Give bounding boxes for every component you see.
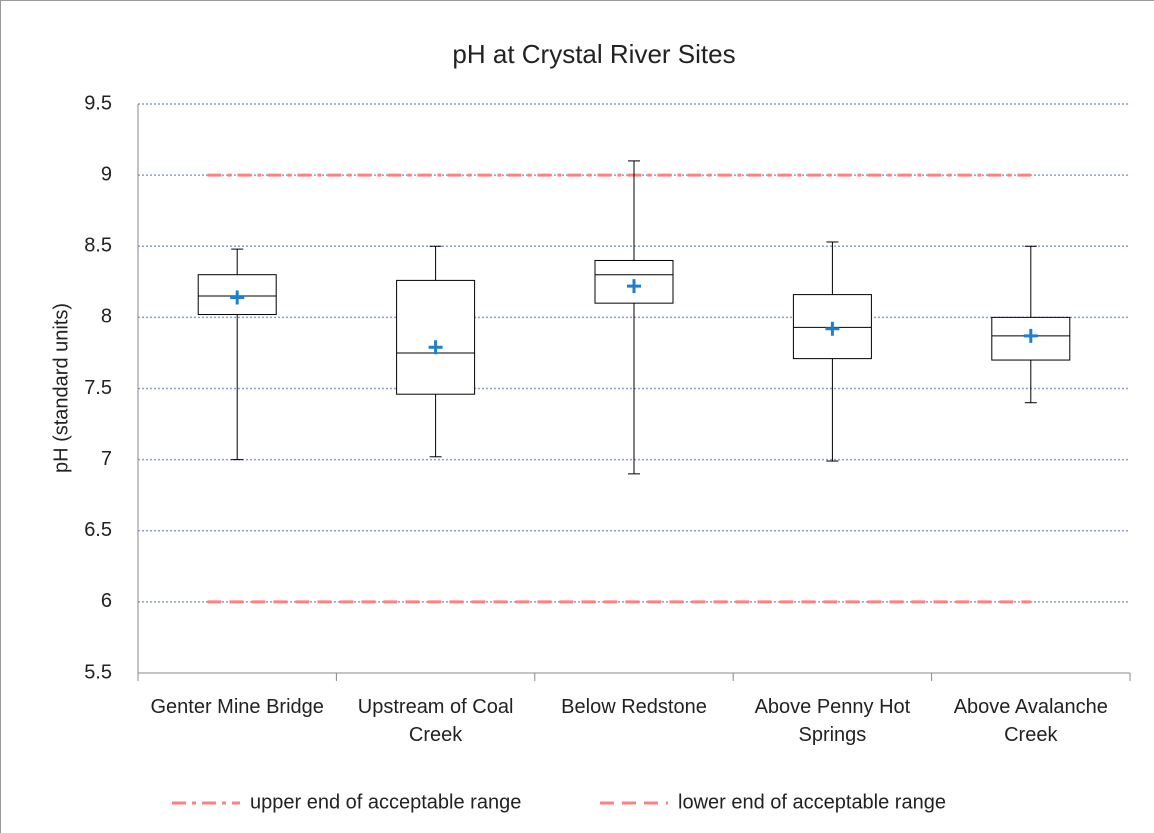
y-tick-label: 7 [101, 448, 112, 470]
y-tick-label: 5.5 [84, 661, 112, 683]
x-tick-label: Upstream of Coal Creek [357, 696, 514, 746]
y-tick-label: 7.5 [84, 377, 112, 399]
x-tick-label: Below Redstone [561, 696, 707, 718]
mean-marker [825, 321, 840, 336]
x-tick-label: Above Penny Hot Springs [754, 696, 911, 746]
y-tick-label: 8 [101, 306, 112, 328]
y-tick-label: 8.5 [84, 235, 112, 257]
box [396, 279, 476, 395]
y-tick-label: 6.5 [84, 519, 112, 541]
y-tick-label: 9 [101, 163, 112, 185]
mean-marker [627, 279, 641, 294]
mean-marker [428, 340, 443, 355]
box [594, 259, 674, 304]
legend-label: upper end of acceptable range [250, 791, 521, 813]
chart-title: pH at Crystal River Sites [452, 39, 735, 69]
y-axis-label: pH (standard units) [50, 303, 72, 473]
mean-marker [1023, 328, 1038, 343]
y-tick-label: 6 [101, 590, 112, 612]
x-tick-label: Genter Mine Bridge [150, 696, 324, 718]
y-tick-label: 9.5 [84, 92, 112, 114]
mean-marker [230, 290, 245, 305]
x-tick-label: Above Avalanche Creek [953, 696, 1108, 746]
legend-label: lower end of acceptable range [678, 791, 946, 813]
